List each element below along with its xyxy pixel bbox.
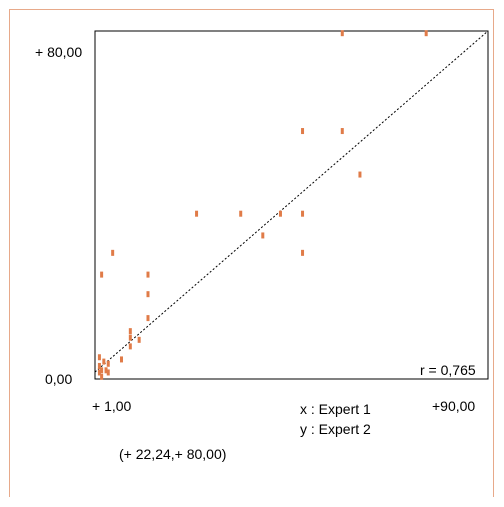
data-point-16 (146, 315, 149, 321)
data-point-27 (341, 30, 344, 36)
data-point-11 (120, 356, 123, 362)
data-point-2 (98, 354, 101, 360)
y-max-label: + 80,00 (35, 44, 82, 60)
data-point-12 (129, 343, 132, 349)
y-axis-note: y : Expert 2 (300, 421, 371, 437)
data-point-9 (100, 272, 103, 278)
x-min-label: + 1,00 (92, 398, 131, 414)
data-point-3 (100, 374, 103, 380)
x-max-label: +90,00 (432, 398, 475, 414)
data-point-5 (102, 359, 105, 365)
data-point-7 (107, 369, 110, 375)
x-axis-note: x : Expert 1 (300, 401, 371, 417)
plot-area (95, 31, 488, 379)
data-point-21 (261, 232, 264, 238)
data-point-18 (146, 272, 149, 278)
data-point-23 (301, 250, 304, 256)
data-point-29 (425, 30, 428, 36)
data-point-28 (358, 172, 361, 178)
data-point-13 (129, 335, 132, 341)
data-point-19 (195, 211, 198, 217)
data-point-26 (341, 128, 344, 134)
data-point-15 (138, 337, 141, 343)
y-min-label: 0,00 (45, 371, 72, 387)
data-point-24 (301, 211, 304, 217)
data-point-4 (100, 367, 103, 373)
data-point-14 (129, 328, 132, 334)
data-point-25 (301, 128, 304, 134)
correlation-label: r = 0,765 (420, 362, 476, 378)
data-point-22 (279, 211, 282, 217)
data-point-10 (111, 250, 114, 256)
data-point-17 (146, 291, 149, 297)
cursor-readout: (+ 22,24,+ 80,00) (119, 446, 226, 462)
data-point-20 (239, 211, 242, 217)
data-point-8 (107, 361, 110, 367)
